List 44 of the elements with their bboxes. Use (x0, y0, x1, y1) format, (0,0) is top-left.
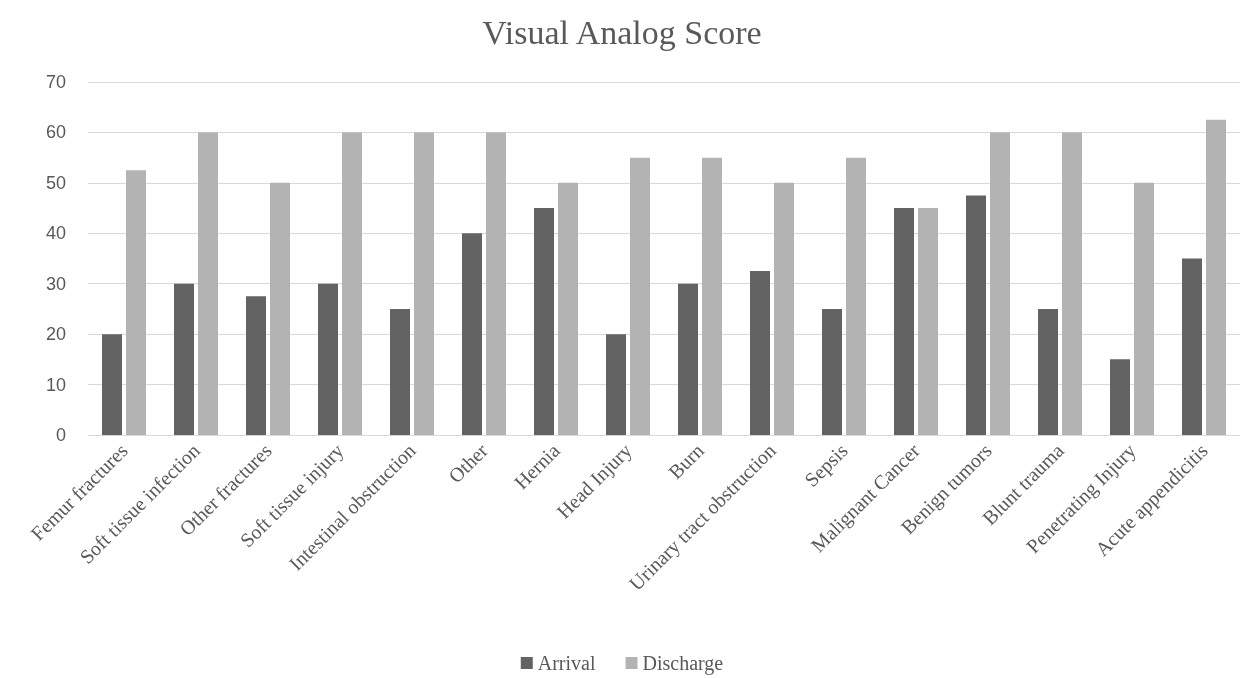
bar (1182, 258, 1202, 435)
bar (102, 334, 122, 435)
bar (390, 308, 410, 435)
bar (486, 132, 506, 435)
y-tick-label: 40 (45, 223, 66, 244)
bar (174, 283, 194, 435)
bar (750, 271, 770, 435)
y-tick-label: 60 (45, 122, 66, 143)
bar (198, 132, 218, 435)
legend-label: Discharge (642, 652, 724, 675)
bar (1134, 182, 1154, 435)
y-tick-label: 30 (45, 273, 66, 294)
bar (318, 283, 338, 435)
bar (606, 334, 626, 435)
bar (1062, 132, 1082, 435)
bar (966, 195, 986, 435)
bar (126, 170, 146, 435)
y-tick-label: 50 (45, 172, 66, 193)
y-tick-label: 70 (45, 72, 66, 92)
bar (534, 208, 554, 435)
legend-label: Arrival (537, 652, 596, 674)
bar (270, 182, 290, 435)
bar (822, 308, 842, 435)
bar (702, 157, 722, 435)
bar (414, 132, 434, 435)
bar (1206, 119, 1226, 435)
y-tick-label: 10 (45, 374, 66, 395)
y-tick-label: 20 (45, 324, 66, 345)
bar (1038, 308, 1058, 435)
bar (678, 283, 698, 435)
bar (558, 182, 578, 435)
bar (462, 233, 482, 435)
bar (1110, 359, 1130, 435)
bar (846, 157, 866, 435)
y-tick-label: 0 (55, 425, 66, 445)
bar (774, 182, 794, 435)
bar (990, 132, 1010, 435)
bar (246, 296, 266, 435)
x-tick-label: Burn (663, 439, 708, 484)
bar (894, 208, 914, 435)
bar (342, 132, 362, 435)
bar (918, 208, 938, 435)
bar (630, 157, 650, 435)
chart-title: Visual Analog Score (482, 13, 762, 51)
